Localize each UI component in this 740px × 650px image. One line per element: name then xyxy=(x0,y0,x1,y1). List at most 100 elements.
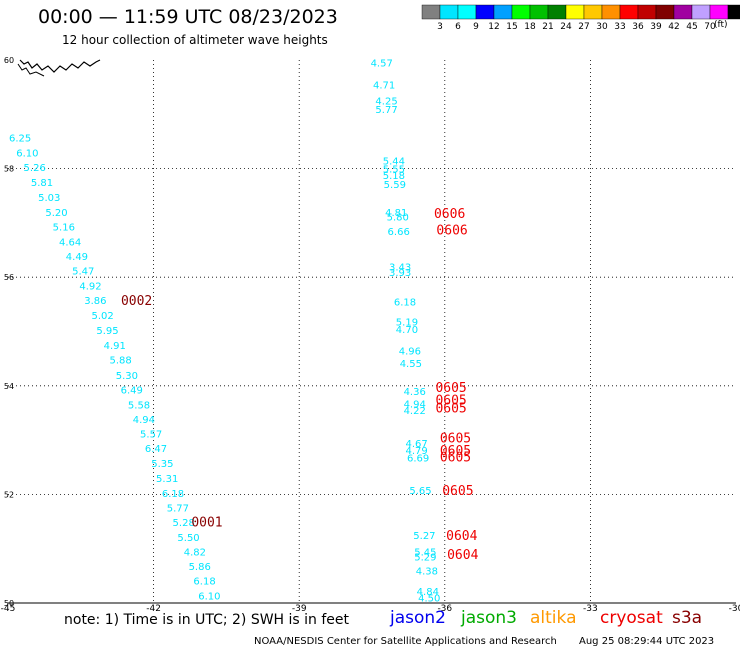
scale-swatch xyxy=(727,4,740,20)
x-tick-label: -33 xyxy=(583,604,598,614)
data-point-cryosat: 5.50 xyxy=(177,533,199,544)
data-point-jason3: 6.18 xyxy=(394,298,416,309)
data-point-cryosat: 5.81 xyxy=(31,178,53,189)
data-point-jason3: 5.44 xyxy=(383,156,405,167)
data-point-jason3: 4.71 xyxy=(373,80,395,91)
scale-label: 36 xyxy=(632,22,644,32)
data-point-jason3: 5.80 xyxy=(387,212,409,223)
scale-label: 15 xyxy=(506,22,517,32)
data-point-cryosat: 5.86 xyxy=(189,562,211,573)
legend-cryosat: cryosat xyxy=(600,608,663,628)
data-point-cryosat: 5.47 xyxy=(72,267,94,278)
chart-subtitle: 12 hour collection of altimeter wave hei… xyxy=(62,33,328,47)
data-point-cryosat: 6.10 xyxy=(16,148,38,159)
scale-swatch xyxy=(457,4,477,20)
data-point-jason3: 6.69 xyxy=(407,453,429,464)
data-point-jason3: 4.70 xyxy=(396,325,418,336)
data-point-cryosat: 5.57 xyxy=(140,430,162,441)
y-tick-label: 52 xyxy=(4,490,14,499)
scale-swatch xyxy=(709,4,729,20)
data-point-jason3: 5.77 xyxy=(375,105,397,116)
scale-label: 45 xyxy=(686,22,697,32)
data-point-jason3: 3.93 xyxy=(389,268,411,279)
footer-org: NOAA/NESDIS Center for Satellite Applica… xyxy=(254,636,557,647)
data-point-cryosat: 5.16 xyxy=(53,223,75,234)
scale-swatch xyxy=(529,4,549,20)
y-tick-label: 56 xyxy=(4,273,14,282)
scale-label: 12 xyxy=(488,22,499,32)
data-point-jason3: 4.81 xyxy=(385,208,407,219)
footer-timestamp: Aug 25 08:29:44 UTC 2023 xyxy=(579,636,715,647)
time-label: 0604 xyxy=(446,529,477,544)
legend-jason3: jason3 xyxy=(461,608,517,628)
y-tick-label: 50 xyxy=(4,599,14,608)
scale-label: 3 xyxy=(437,22,443,32)
x-tick-label: -30 xyxy=(729,604,740,614)
color-scale: 3 6 9 12 15 18 21 24 27 30 33 36 39 42 45 70 xyxy=(421,4,740,32)
data-point-jason3: 4.67 xyxy=(406,439,428,450)
time-labels: 0002000106060606060506050605060506050605… xyxy=(121,207,479,563)
data-point-jason3: 4.79 xyxy=(406,446,428,457)
data-point-cryosat: 5.77 xyxy=(167,503,189,514)
legend-jason2: jason2 xyxy=(390,608,446,628)
scale-label: 24 xyxy=(560,22,572,32)
x-tick-label: -45 xyxy=(1,604,16,614)
scale-label: 27 xyxy=(578,22,589,32)
data-point-cryosat: 5.58 xyxy=(128,400,150,411)
data-point-jason3: 3.43 xyxy=(389,262,411,273)
scale-swatch xyxy=(511,4,531,20)
scale-label: 70 xyxy=(704,22,716,32)
scale-swatch xyxy=(421,4,441,20)
data-point-cryosat: 6.18 xyxy=(193,577,215,588)
data-point-cryosat: 4.64 xyxy=(59,237,81,248)
scale-swatch xyxy=(655,4,675,20)
data-point-cryosat: 5.31 xyxy=(156,474,178,485)
data-point-jason3: 6.66 xyxy=(388,227,410,238)
x-tick-label: -39 xyxy=(292,604,307,614)
y-tick-label: 58 xyxy=(4,165,14,174)
data-point-cryosat: 4.92 xyxy=(79,281,101,292)
scale-swatch xyxy=(619,4,639,20)
data-point-jason3: 4.57 xyxy=(371,59,393,70)
data-point-cryosat: 3.86 xyxy=(84,296,106,307)
scale-swatch xyxy=(601,4,621,20)
data-point-jason3: 4.22 xyxy=(404,406,426,417)
data-point-cryosat: 5.95 xyxy=(96,326,118,337)
data-point-jason3: 5.55 xyxy=(383,165,405,176)
legend-altika: altika xyxy=(530,608,577,628)
scale-swatch xyxy=(691,4,711,20)
data-point-cryosat: 5.02 xyxy=(92,311,114,322)
grid-lines xyxy=(8,60,736,603)
data-point-cryosat: 5.35 xyxy=(151,459,173,470)
data-point-jason3: 5.18 xyxy=(383,171,405,182)
data-point-jason3: 4.50 xyxy=(418,594,440,605)
data-point-cryosat: 5.20 xyxy=(45,208,67,219)
data-point-jason3: 5.45 xyxy=(414,547,436,558)
x-tick-label: -36 xyxy=(437,604,452,614)
y-tick-label: 54 xyxy=(4,382,14,391)
data-point-jason3: 4.96 xyxy=(399,347,421,358)
scale-label: 18 xyxy=(524,22,536,32)
time-label: 0605 xyxy=(440,450,471,465)
data-point-jason3: 5.65 xyxy=(409,486,431,497)
data-point-cryosat: 4.49 xyxy=(66,252,88,263)
axes: -45 -42 -39 -36 -33 -30 50 52 54 56 58 60 xyxy=(1,56,740,614)
footer-note: note: 1) Time is in UTC; 2) SWH is in fe… xyxy=(64,612,350,628)
y-tick-label: 60 xyxy=(4,56,14,65)
time-label: 0605 xyxy=(435,393,466,408)
scale-label: 9 xyxy=(473,22,479,32)
scale-swatch xyxy=(475,4,495,20)
data-point-jason3: 4.94 xyxy=(404,400,426,411)
legend-s3a: s3a xyxy=(672,608,703,628)
scale-swatch xyxy=(673,4,693,20)
data-point-cryosat: 6.25 xyxy=(9,134,31,145)
time-label: 0001 xyxy=(191,516,222,531)
scale-swatch xyxy=(493,4,513,20)
coastline xyxy=(17,59,101,77)
time-label: 0604 xyxy=(447,548,478,563)
data-point-cryosat: 6.18 xyxy=(162,489,184,500)
scale-swatch xyxy=(439,4,459,20)
scale-label: 6 xyxy=(455,22,461,32)
scale-label: 21 xyxy=(542,22,553,32)
